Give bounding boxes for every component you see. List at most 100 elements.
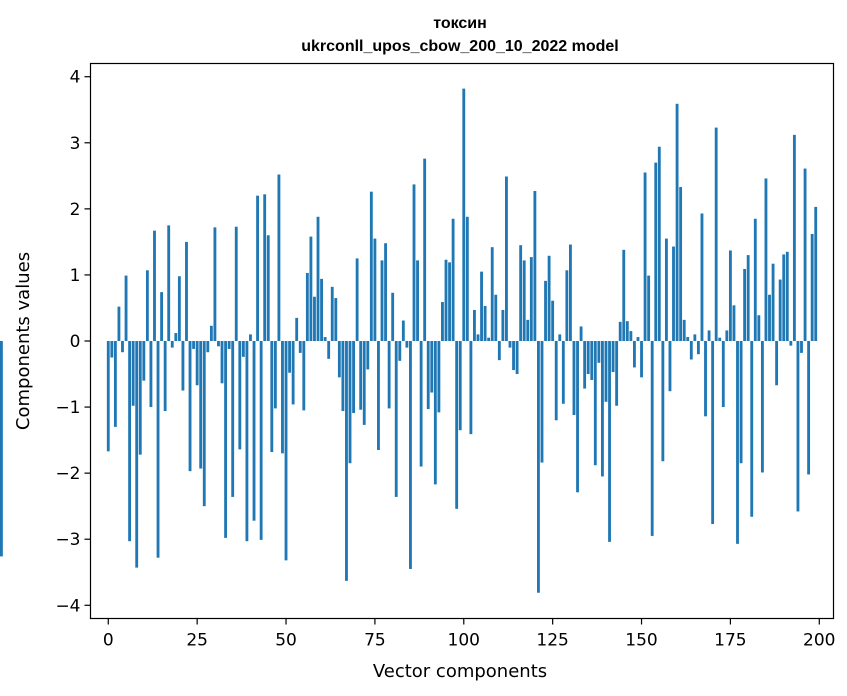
bar-190 — [782, 254, 786, 341]
bar-130 — [569, 244, 572, 341]
x-tick-label: 25 — [186, 631, 208, 651]
x-tick-label: 0 — [103, 631, 114, 651]
bar-74 — [369, 191, 373, 341]
bar-95 — [444, 259, 448, 341]
bar-175 — [728, 250, 732, 341]
bar-31 — [217, 341, 220, 347]
bar-50 — [284, 341, 288, 561]
x-tick-label: 150 — [625, 631, 657, 651]
bar-72 — [362, 341, 366, 425]
bar-45 — [266, 235, 270, 341]
y-tick-label: 2 — [70, 200, 81, 220]
bar-3 — [117, 306, 121, 341]
bar-192 — [789, 341, 793, 346]
bar-194 — [796, 341, 800, 512]
y-tick-label: 4 — [70, 68, 81, 88]
bar-140 — [604, 341, 608, 402]
bar-115 — [515, 341, 519, 375]
bar-30 — [213, 227, 217, 341]
bar-98 — [455, 341, 459, 509]
bar-39 — [245, 341, 249, 542]
bar-59 — [316, 216, 320, 341]
bar-15 — [160, 292, 164, 341]
bar-29 — [209, 325, 213, 341]
bar-53 — [295, 317, 299, 342]
bar-4 — [121, 341, 124, 353]
bar-171 — [714, 127, 718, 341]
bar-122 — [540, 341, 544, 463]
bar-37 — [238, 341, 242, 450]
bar-173 — [721, 341, 725, 408]
bar-57 — [309, 236, 313, 341]
bar-188 — [775, 341, 779, 386]
bar-139 — [601, 341, 604, 477]
bar-92 — [433, 341, 437, 485]
bar-103 — [473, 309, 476, 341]
bar-146 — [625, 321, 629, 341]
bar-195 — [800, 341, 803, 353]
bar-168 — [704, 341, 707, 417]
x-axis-ticks: 0 25 50 75 100 125 150 175 200 — [103, 618, 836, 651]
bar-87 — [416, 260, 419, 341]
bar-42 — [256, 195, 259, 341]
bar-178 — [739, 341, 743, 464]
bar-155 — [657, 146, 661, 341]
bar-28 — [206, 341, 210, 353]
bars-group — [0, 88, 818, 593]
bar-161 — [679, 187, 683, 341]
bar-70 — [355, 258, 359, 341]
y-axis-ticks: −4 −3 −2 −1 0 1 2 3 4 — [55, 68, 91, 616]
bar-116 — [519, 245, 523, 341]
bar-156 — [661, 341, 665, 462]
bar-141 — [608, 341, 611, 542]
bar-137 — [593, 341, 597, 466]
bar-71 — [359, 341, 363, 410]
bar-129 — [565, 270, 569, 341]
bar-184 — [760, 341, 764, 473]
bar-76 — [377, 341, 380, 451]
bar-94 — [441, 302, 444, 341]
bar-40 — [249, 334, 252, 341]
bar-68 — [348, 341, 352, 464]
bar-24 — [192, 341, 196, 349]
bar-91 — [430, 341, 434, 393]
bar-12 — [149, 341, 153, 408]
bar-16 — [163, 341, 167, 412]
bar-110 — [497, 341, 501, 361]
bar-111 — [501, 309, 505, 341]
bar-86 — [412, 184, 416, 341]
bar-82 — [398, 341, 402, 361]
bar-113 — [508, 341, 512, 348]
bar-118 — [526, 319, 530, 341]
bar-10 — [142, 341, 146, 381]
bar-179 — [743, 268, 747, 341]
bar-199 — [814, 206, 818, 342]
bar-22 — [185, 241, 188, 341]
bar-104 — [476, 334, 480, 341]
bar-75 — [373, 238, 377, 341]
bar-23 — [188, 341, 192, 472]
bar-167 — [700, 213, 704, 341]
bar-108 — [490, 247, 494, 341]
bar-43 — [259, 341, 263, 540]
bar-162 — [682, 319, 686, 341]
bar-119 — [529, 257, 533, 341]
bar-54 — [298, 341, 302, 353]
bar-151 — [643, 172, 647, 341]
bar-177 — [736, 341, 739, 544]
bar-73 — [366, 341, 370, 370]
bar-183 — [757, 315, 761, 341]
x-tick-label: 175 — [714, 631, 746, 651]
bar-134 — [583, 341, 587, 389]
bar-41 — [252, 341, 256, 521]
bar-80 — [391, 292, 395, 341]
bar-123 — [544, 280, 547, 341]
bar-120 — [533, 191, 537, 341]
bar-112 — [505, 176, 508, 341]
bar-60 — [320, 278, 323, 341]
bar-34 — [227, 341, 231, 349]
bar-0 — [106, 341, 110, 452]
y-tick-label: −2 — [55, 464, 80, 484]
bar-138 — [597, 341, 601, 363]
